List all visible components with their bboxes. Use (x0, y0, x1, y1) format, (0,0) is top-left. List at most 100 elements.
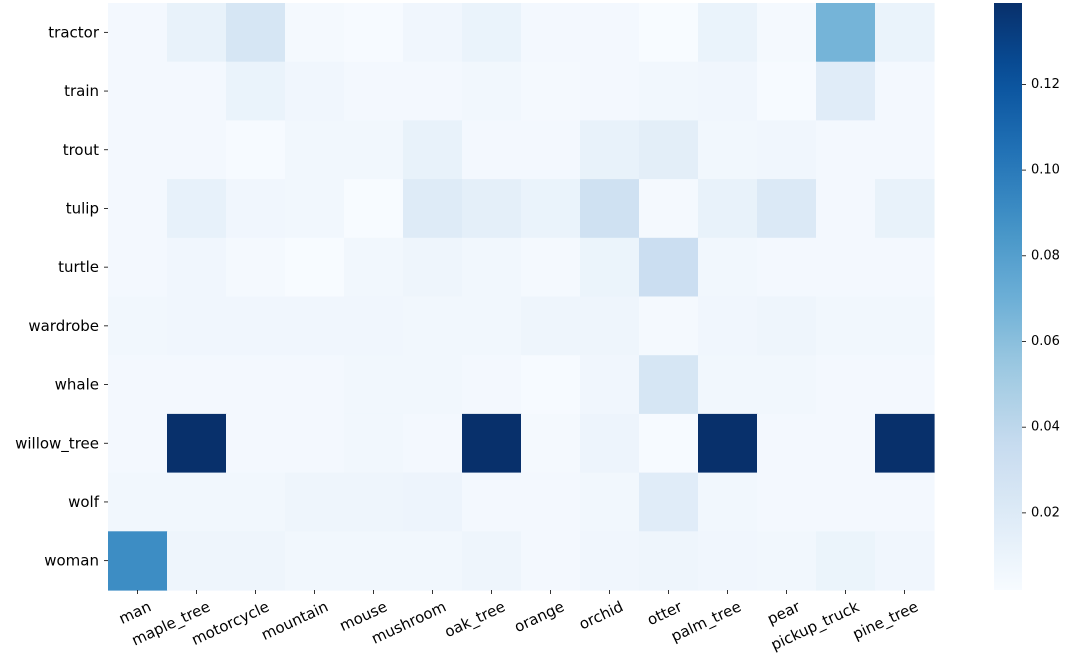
cell-woman-maple_tree (167, 531, 227, 591)
cell-woman-motorcycle (226, 531, 286, 591)
cell-wolf-maple_tree (167, 472, 227, 532)
cell-woman-pine_tree (875, 531, 935, 591)
cell-wolf-pine_tree (875, 472, 935, 532)
cell-wardrobe-man (108, 296, 168, 356)
cell-tulip-motorcycle (226, 179, 286, 239)
colorbar-tick-label: 0.08 (1031, 248, 1060, 263)
cell-train-orchid (580, 61, 640, 121)
cell-trout-oak_tree (462, 120, 522, 180)
cell-willow_tree-pear (757, 413, 817, 474)
row-label-willow_tree: willow_tree (15, 434, 99, 453)
row-label-train: train (64, 82, 99, 100)
cell-whale-oak_tree (462, 355, 522, 415)
cell-train-maple_tree (167, 61, 227, 121)
column-label-pine_tree: pine_tree (850, 597, 922, 644)
cell-woman-man (108, 531, 168, 591)
cell-wardrobe-otter (639, 296, 699, 356)
colorbar-tick-label: 0.06 (1031, 334, 1060, 349)
cell-turtle-pear (757, 237, 817, 298)
cell-whale-pickup_truck (816, 355, 876, 415)
cell-woman-oak_tree (462, 531, 522, 591)
cell-turtle-maple_tree (167, 237, 227, 298)
cell-tractor-pine_tree (875, 3, 935, 63)
colorbar-tick-label: 0.10 (1031, 163, 1060, 178)
cell-turtle-oak_tree (462, 237, 522, 298)
cell-wardrobe-orange (521, 296, 581, 356)
cell-whale-mouse (344, 355, 404, 415)
cell-tulip-palm_tree (698, 179, 758, 239)
column-label-oak_tree: oak_tree (442, 597, 509, 642)
colorbar-tick-label: 0.02 (1031, 505, 1060, 520)
row-label-wardrobe: wardrobe (28, 317, 99, 335)
cell-woman-otter (639, 531, 699, 591)
cell-wolf-mountain (285, 472, 345, 532)
cell-tractor-oak_tree (462, 3, 522, 63)
cell-trout-man (108, 120, 168, 180)
cell-willow_tree-motorcycle (226, 413, 286, 474)
cell-turtle-pine_tree (875, 237, 935, 298)
cell-willow_tree-mushroom (403, 413, 463, 474)
cell-trout-maple_tree (167, 120, 227, 180)
cell-tractor-motorcycle (226, 3, 286, 63)
cell-tractor-mouse (344, 3, 404, 63)
cell-tractor-orchid (580, 3, 640, 63)
cell-whale-pine_tree (875, 355, 935, 415)
cell-woman-mountain (285, 531, 345, 591)
cell-wardrobe-pear (757, 296, 817, 356)
cell-tractor-man (108, 3, 168, 63)
cell-whale-motorcycle (226, 355, 286, 415)
cell-tractor-pear (757, 3, 817, 63)
cell-wolf-pear (757, 472, 817, 532)
cell-willow_tree-otter (639, 413, 699, 474)
cell-turtle-orchid (580, 237, 640, 298)
cell-whale-pear (757, 355, 817, 415)
cell-whale-mountain (285, 355, 345, 415)
cell-whale-palm_tree (698, 355, 758, 415)
cell-wardrobe-pine_tree (875, 296, 935, 356)
cell-wolf-mouse (344, 472, 404, 532)
cell-trout-mountain (285, 120, 345, 180)
cell-wardrobe-mushroom (403, 296, 463, 356)
cell-willow_tree-orchid (580, 413, 640, 474)
cell-willow_tree-man (108, 413, 168, 474)
cell-wardrobe-motorcycle (226, 296, 286, 356)
cell-tulip-oak_tree (462, 179, 522, 239)
cell-willow_tree-maple_tree (167, 413, 227, 474)
row-label-turtle: turtle (58, 258, 99, 276)
cell-willow_tree-pickup_truck (816, 413, 876, 474)
row-label-whale: whale (55, 376, 99, 394)
cell-turtle-mountain (285, 237, 345, 298)
row-label-trout: trout (63, 141, 99, 159)
cell-trout-otter (639, 120, 699, 180)
cell-tulip-mushroom (403, 179, 463, 239)
cell-willow_tree-orange (521, 413, 581, 474)
cell-wardrobe-mouse (344, 296, 404, 356)
cell-woman-pear (757, 531, 817, 591)
cell-woman-orchid (580, 531, 640, 591)
cell-trout-motorcycle (226, 120, 286, 180)
cell-whale-orange (521, 355, 581, 415)
cell-tulip-orange (521, 179, 581, 239)
cell-tulip-man (108, 179, 168, 239)
cell-train-man (108, 61, 168, 121)
cell-train-mushroom (403, 61, 463, 121)
cell-wardrobe-pickup_truck (816, 296, 876, 356)
cell-trout-orchid (580, 120, 640, 180)
cell-train-oak_tree (462, 61, 522, 121)
cell-turtle-mouse (344, 237, 404, 298)
cell-turtle-orange (521, 237, 581, 298)
cell-wardrobe-mountain (285, 296, 345, 356)
cell-tulip-mouse (344, 179, 404, 239)
row-label-woman: woman (44, 552, 99, 570)
cell-tractor-mountain (285, 3, 345, 63)
cell-tractor-otter (639, 3, 699, 63)
cell-train-palm_tree (698, 61, 758, 121)
cell-turtle-man (108, 237, 168, 298)
colorbar: 0.02 0.04 0.06 0.08 0.10 0.12 (994, 3, 1060, 590)
cell-tractor-pickup_truck (816, 3, 876, 63)
cell-wardrobe-oak_tree (462, 296, 522, 356)
cell-woman-mouse (344, 531, 404, 591)
row-label-tulip: tulip (66, 199, 99, 217)
